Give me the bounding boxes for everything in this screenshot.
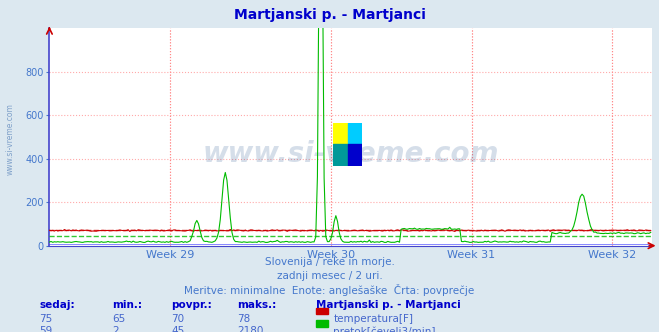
- Text: 2: 2: [112, 326, 119, 332]
- Text: 2180: 2180: [237, 326, 264, 332]
- Text: 75: 75: [40, 314, 53, 324]
- Text: Slovenija / reke in morje.: Slovenija / reke in morje.: [264, 257, 395, 267]
- Bar: [348, 144, 362, 166]
- Text: 65: 65: [112, 314, 125, 324]
- Bar: [333, 144, 348, 166]
- Text: www.si-vreme.com: www.si-vreme.com: [5, 104, 14, 175]
- Text: maks.:: maks.:: [237, 300, 277, 310]
- Text: povpr.:: povpr.:: [171, 300, 212, 310]
- Text: Martjanski p. - Martjanci: Martjanski p. - Martjanci: [316, 300, 461, 310]
- Text: 45: 45: [171, 326, 185, 332]
- Text: 70: 70: [171, 314, 185, 324]
- Text: zadnji mesec / 2 uri.: zadnji mesec / 2 uri.: [277, 271, 382, 281]
- Text: 59: 59: [40, 326, 53, 332]
- Text: Martjanski p. - Martjanci: Martjanski p. - Martjanci: [233, 8, 426, 22]
- Text: pretok[čevelj3/min]: pretok[čevelj3/min]: [333, 326, 436, 332]
- Text: 78: 78: [237, 314, 250, 324]
- Text: Meritve: minimalne  Enote: anglešaške  Črta: povprečje: Meritve: minimalne Enote: anglešaške Črt…: [185, 284, 474, 296]
- Text: min.:: min.:: [112, 300, 142, 310]
- Bar: [348, 123, 362, 144]
- Text: www.si-vreme.com: www.si-vreme.com: [203, 140, 499, 168]
- Bar: [333, 123, 348, 144]
- Text: sedaj:: sedaj:: [40, 300, 75, 310]
- Text: temperatura[F]: temperatura[F]: [333, 314, 413, 324]
